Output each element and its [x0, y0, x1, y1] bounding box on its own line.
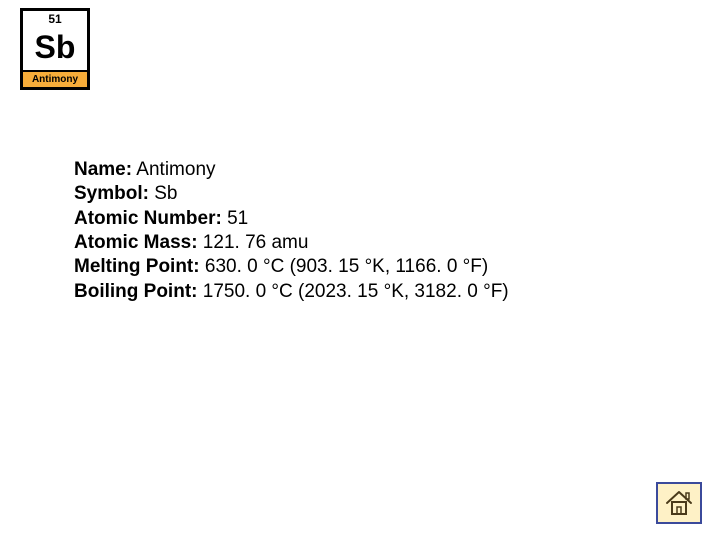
tile-atomic-number: 51 [23, 13, 87, 26]
info-row-boiling-point: Boiling Point: 1750. 0 °C (2023. 15 °K, … [74, 280, 509, 304]
element-tile: 51 Sb Antimony [20, 8, 90, 90]
info-label: Melting Point: [74, 256, 200, 277]
info-label: Symbol: [74, 183, 149, 204]
element-info-block: Name: Antimony Symbol: Sb Atomic Number:… [74, 158, 509, 304]
info-value: 630. 0 °C (903. 15 °K, 1166. 0 °F) [200, 256, 489, 277]
info-label: Name: [74, 159, 132, 180]
tile-symbol: Sb [23, 31, 87, 63]
info-value: 1750. 0 °C (2023. 15 °K, 3182. 0 °F) [197, 281, 508, 302]
info-value: 121. 76 amu [198, 232, 309, 253]
info-value: 51 [222, 208, 248, 229]
info-row-name: Name: Antimony [74, 158, 509, 182]
tile-name-bar: Antimony [23, 70, 87, 87]
info-value: Antimony [132, 159, 215, 180]
info-row-atomic-number: Atomic Number: 51 [74, 207, 509, 231]
info-row-melting-point: Melting Point: 630. 0 °C (903. 15 °K, 11… [74, 255, 509, 279]
info-label: Atomic Mass: [74, 232, 198, 253]
info-value: Sb [149, 183, 178, 204]
info-label: Boiling Point: [74, 281, 197, 302]
info-row-symbol: Symbol: Sb [74, 182, 509, 206]
info-row-atomic-mass: Atomic Mass: 121. 76 amu [74, 231, 509, 255]
home-icon [664, 489, 694, 517]
info-label: Atomic Number: [74, 208, 222, 229]
home-button[interactable] [656, 482, 702, 524]
